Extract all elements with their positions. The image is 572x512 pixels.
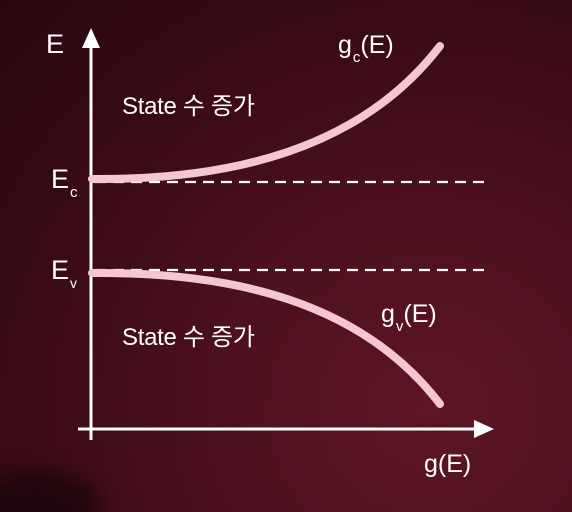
lower-state-note: State 수 증가 — [122, 324, 255, 351]
conduction-dos-name: g — [338, 31, 352, 59]
valence-dos-curve — [88, 268, 444, 408]
conduction-dos-curve — [88, 42, 444, 184]
conduction-level-label: Ec — [51, 164, 78, 201]
upper-state-note: State 수 증가 — [122, 93, 255, 120]
conduction-level-subscript: c — [70, 184, 78, 201]
conduction-dos-subscript: c — [352, 49, 361, 66]
valence-level-label: Ev — [51, 255, 77, 291]
valence-dos-label: gv(E) — [381, 300, 437, 335]
conduction-level-symbol: E — [51, 164, 70, 194]
valence-dos-arg: (E) — [403, 300, 437, 328]
valence-dos-name: g — [381, 300, 395, 328]
energy-axis-label: E — [46, 29, 65, 59]
valence-dos-subscript: v — [395, 318, 404, 335]
energy-axis-arrowhead — [82, 28, 100, 48]
conduction-dos-label: gc(E) — [338, 31, 394, 66]
valence-level-subscript: v — [70, 275, 78, 291]
dos-axis-label: g(E) — [424, 450, 472, 478]
dos-axis-arrowhead — [474, 420, 494, 438]
conduction-dos-arg: (E) — [360, 31, 394, 59]
valence-level-symbol: E — [51, 255, 70, 285]
